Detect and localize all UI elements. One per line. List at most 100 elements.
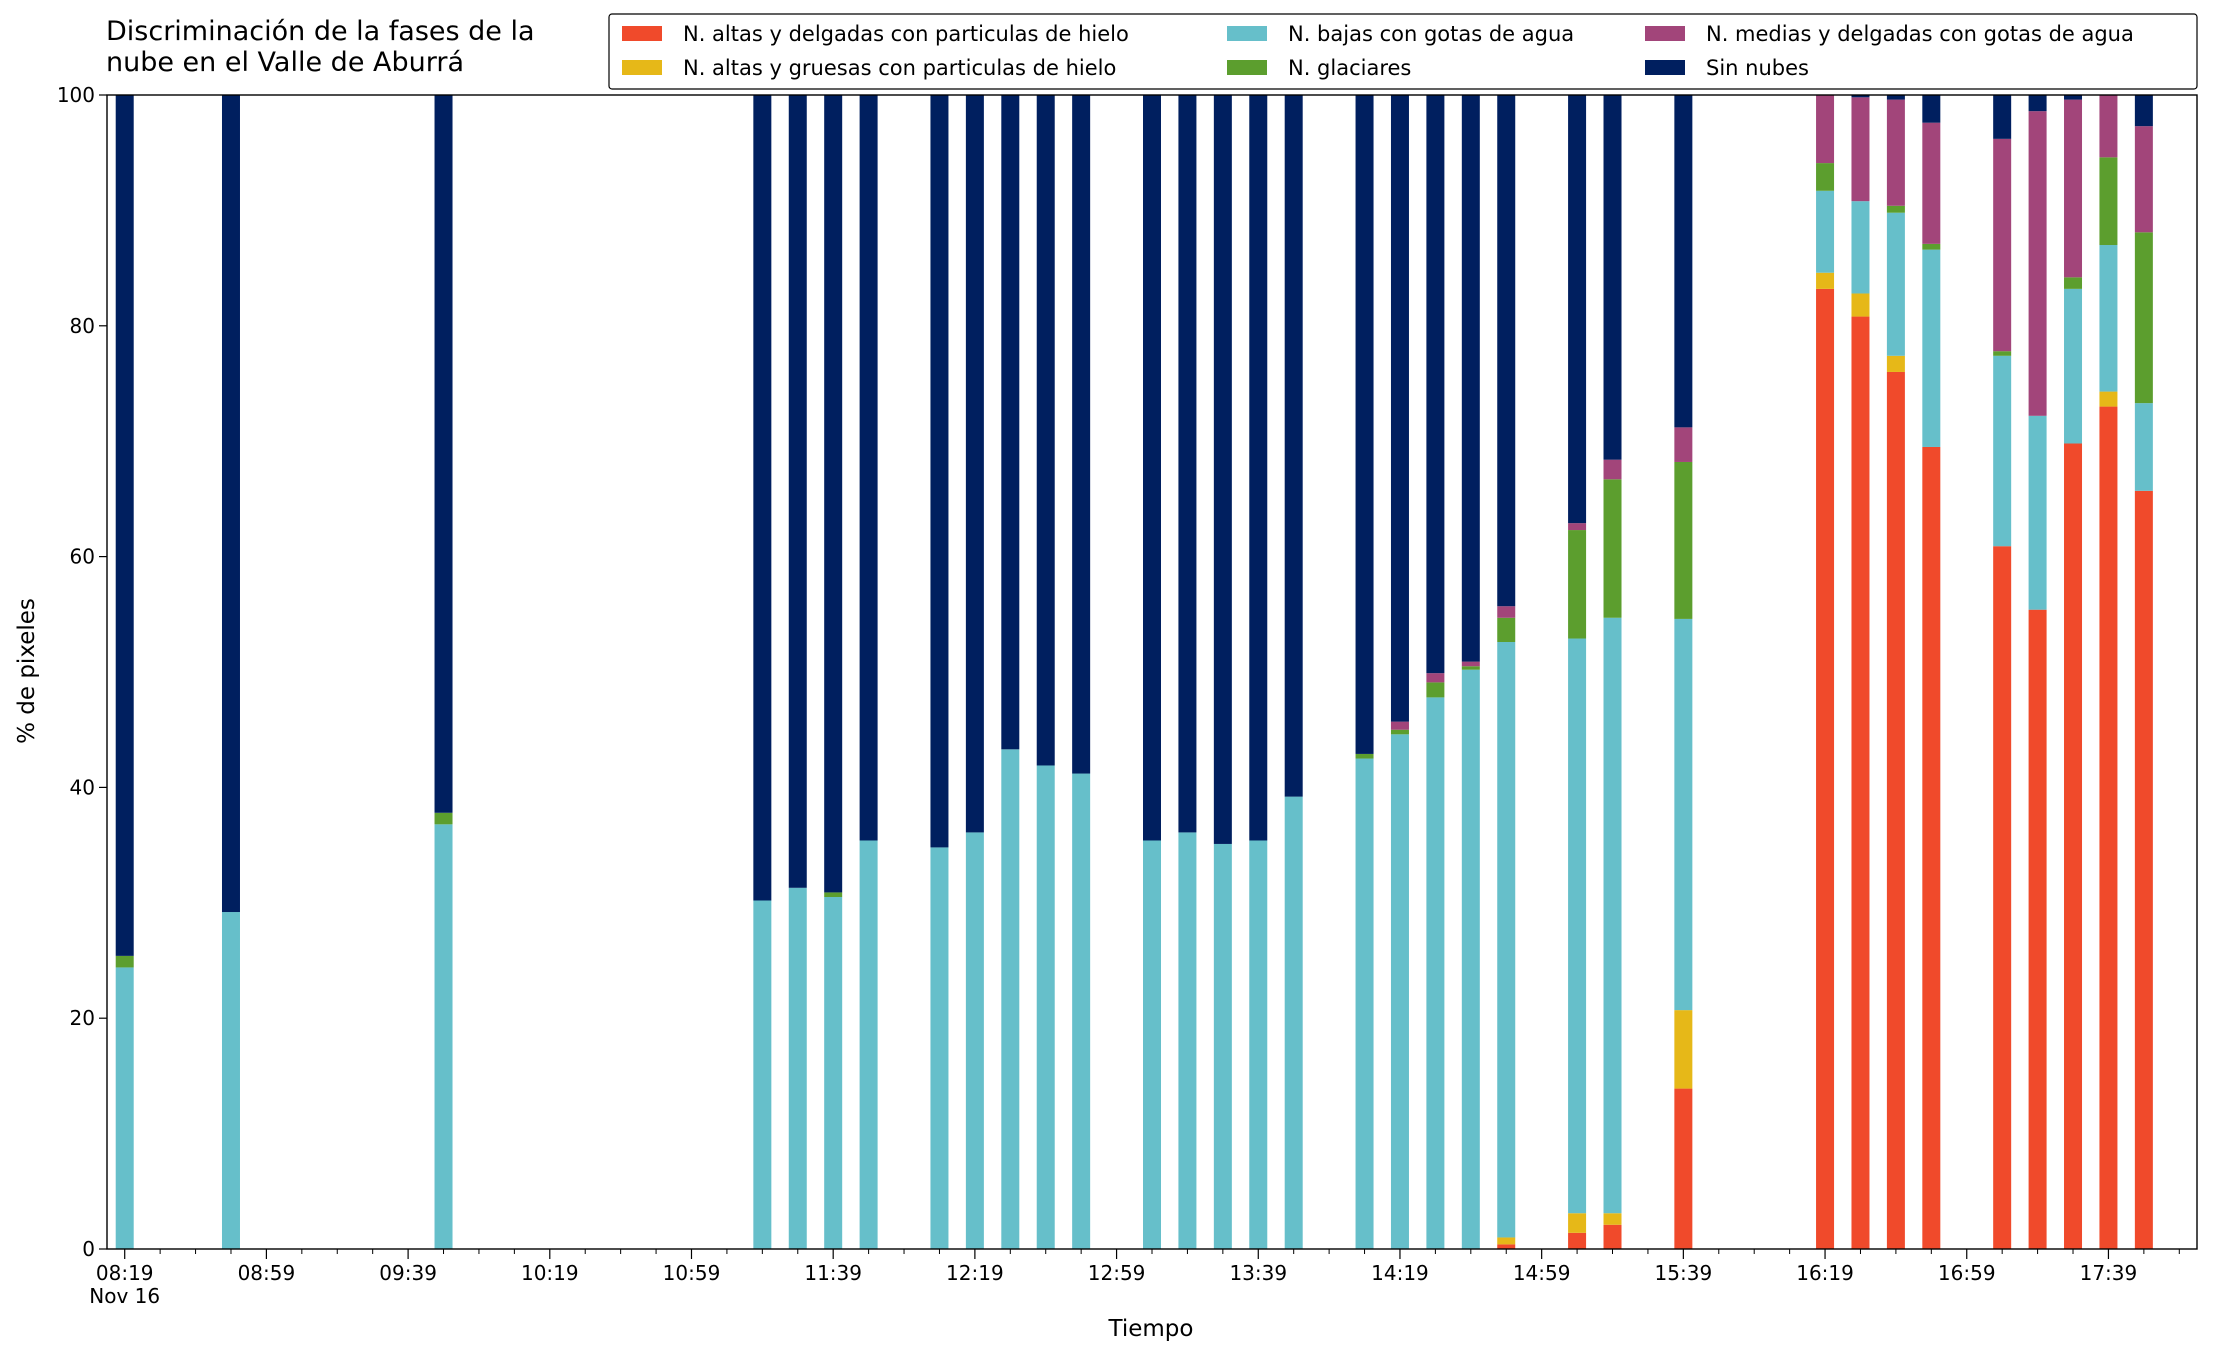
bar-segment — [824, 897, 843, 1249]
legend: N. altas y delgadas con particulas de hi… — [608, 13, 2198, 90]
bar-segment — [1036, 765, 1055, 1249]
bar-segment — [2028, 95, 2047, 112]
bar-segment — [1497, 1244, 1516, 1249]
bar-segment — [2064, 288, 2083, 444]
x-tick-label: 10:59 — [663, 1261, 721, 1285]
bar-segment — [1213, 843, 1232, 1249]
bar-segment — [1355, 95, 1374, 754]
bar-segment — [115, 955, 134, 968]
bar-segment — [1922, 122, 1941, 244]
bar-segment — [1922, 95, 1941, 123]
bar-segment — [1568, 1213, 1587, 1233]
y-axis-label: % de pixeles — [14, 598, 40, 744]
x-tick-label: 08:19 Nov 16 — [89, 1261, 160, 1308]
bar-segment — [1922, 243, 1941, 250]
bar-segment — [859, 840, 878, 1249]
bar-segment — [2134, 490, 2153, 1249]
bar-segment — [1886, 371, 1905, 1250]
legend-swatch — [622, 60, 662, 75]
legend-label: N. bajas con gotas de agua — [1288, 22, 1574, 46]
bar-segment — [1993, 138, 2012, 352]
chart-title: Discriminación de la fases de la nube en … — [106, 16, 535, 78]
bar-segment — [1072, 95, 1091, 774]
bar-segment — [2099, 157, 2118, 246]
bar-segment — [788, 887, 807, 1249]
bar-segment — [1886, 212, 1905, 356]
bar-segment — [1568, 523, 1587, 531]
y-tick-label: 20 — [70, 1006, 95, 1030]
y-tick-label: 0 — [82, 1237, 95, 1261]
bar-segment — [115, 967, 134, 1249]
x-tick-label: 12:19 — [946, 1261, 1004, 1285]
y-tick-label: 100 — [57, 83, 95, 107]
legend-swatch — [1227, 26, 1267, 41]
bar-segment — [1674, 1088, 1693, 1249]
bar-segment — [221, 95, 240, 913]
bar-segment — [1993, 95, 2012, 139]
bar-segment — [1461, 95, 1480, 662]
bar-segment — [1461, 669, 1480, 1249]
bar-segment — [434, 95, 453, 813]
legend-swatch — [622, 26, 662, 41]
legend-label: N. altas y delgadas con particulas de hi… — [683, 22, 1129, 46]
bar-segment — [2064, 95, 2083, 100]
bar-segment — [1674, 618, 1693, 1011]
bar-segment — [1497, 1237, 1516, 1245]
bar-segment — [1816, 190, 1835, 273]
bar-segment — [1497, 641, 1516, 1238]
x-tick-label: 14:59 — [1513, 1261, 1571, 1285]
legend-swatch — [1645, 26, 1685, 41]
bar-segment — [1851, 97, 1870, 202]
bar-segment — [1001, 95, 1020, 750]
bar-segment — [2099, 245, 2118, 392]
bar-segment — [2064, 443, 2083, 1249]
bar-segment — [1922, 249, 1941, 447]
bar-segment — [2099, 391, 2118, 407]
bar-segment — [2134, 126, 2153, 233]
bar-segment — [1426, 673, 1445, 683]
bar-segment — [2134, 403, 2153, 491]
bar-segment — [1355, 758, 1374, 1249]
bar-segment — [1213, 95, 1232, 844]
bar-segment — [115, 95, 134, 956]
y-tick-label: 80 — [70, 314, 95, 338]
bar-segment — [2064, 277, 2083, 289]
bar-segment — [434, 812, 453, 825]
bar-segment — [1674, 1010, 1693, 1089]
bar-segment — [1249, 840, 1268, 1249]
bar-segment — [1568, 95, 1587, 524]
bar-segment — [1674, 95, 1693, 428]
bar-segment — [1603, 95, 1622, 460]
bar-segment — [1816, 272, 1835, 289]
bar-segment — [1390, 734, 1409, 1249]
x-tick-label: 16:59 — [1938, 1261, 1996, 1285]
bar-segment — [1143, 840, 1161, 1249]
bar-segment — [1355, 753, 1374, 759]
bar-segment — [1390, 95, 1409, 722]
legend-label: N. glaciares — [1288, 56, 1411, 80]
x-tick-label: 15:39 — [1655, 1261, 1713, 1285]
bar-segment — [2134, 232, 2153, 404]
bar-segment — [1993, 355, 2012, 547]
bar-segment — [1568, 638, 1587, 1214]
bar-segment — [2099, 406, 2118, 1250]
bar-segment — [1568, 530, 1587, 639]
bar-segment — [824, 892, 843, 898]
bar-segment — [1603, 479, 1622, 618]
y-tick-label: 40 — [70, 775, 95, 799]
bar-segment — [2028, 111, 2047, 416]
bar-segment — [1993, 351, 2012, 356]
bar-segment — [1922, 446, 1941, 1250]
bar-segment — [1036, 95, 1055, 766]
x-tick-label: 10:19 — [521, 1261, 579, 1285]
bar-segment — [859, 95, 878, 841]
legend-swatch — [1645, 60, 1685, 75]
y-tick-label: 60 — [70, 545, 95, 569]
bar-segment — [965, 95, 984, 833]
bar-segment — [1851, 95, 1870, 98]
bar-segment — [1886, 95, 1905, 100]
legend-frame — [608, 13, 2198, 90]
bar-segment — [1426, 95, 1445, 674]
bar-segment — [1603, 1224, 1622, 1249]
x-tick-label: 13:39 — [1229, 1261, 1287, 1285]
